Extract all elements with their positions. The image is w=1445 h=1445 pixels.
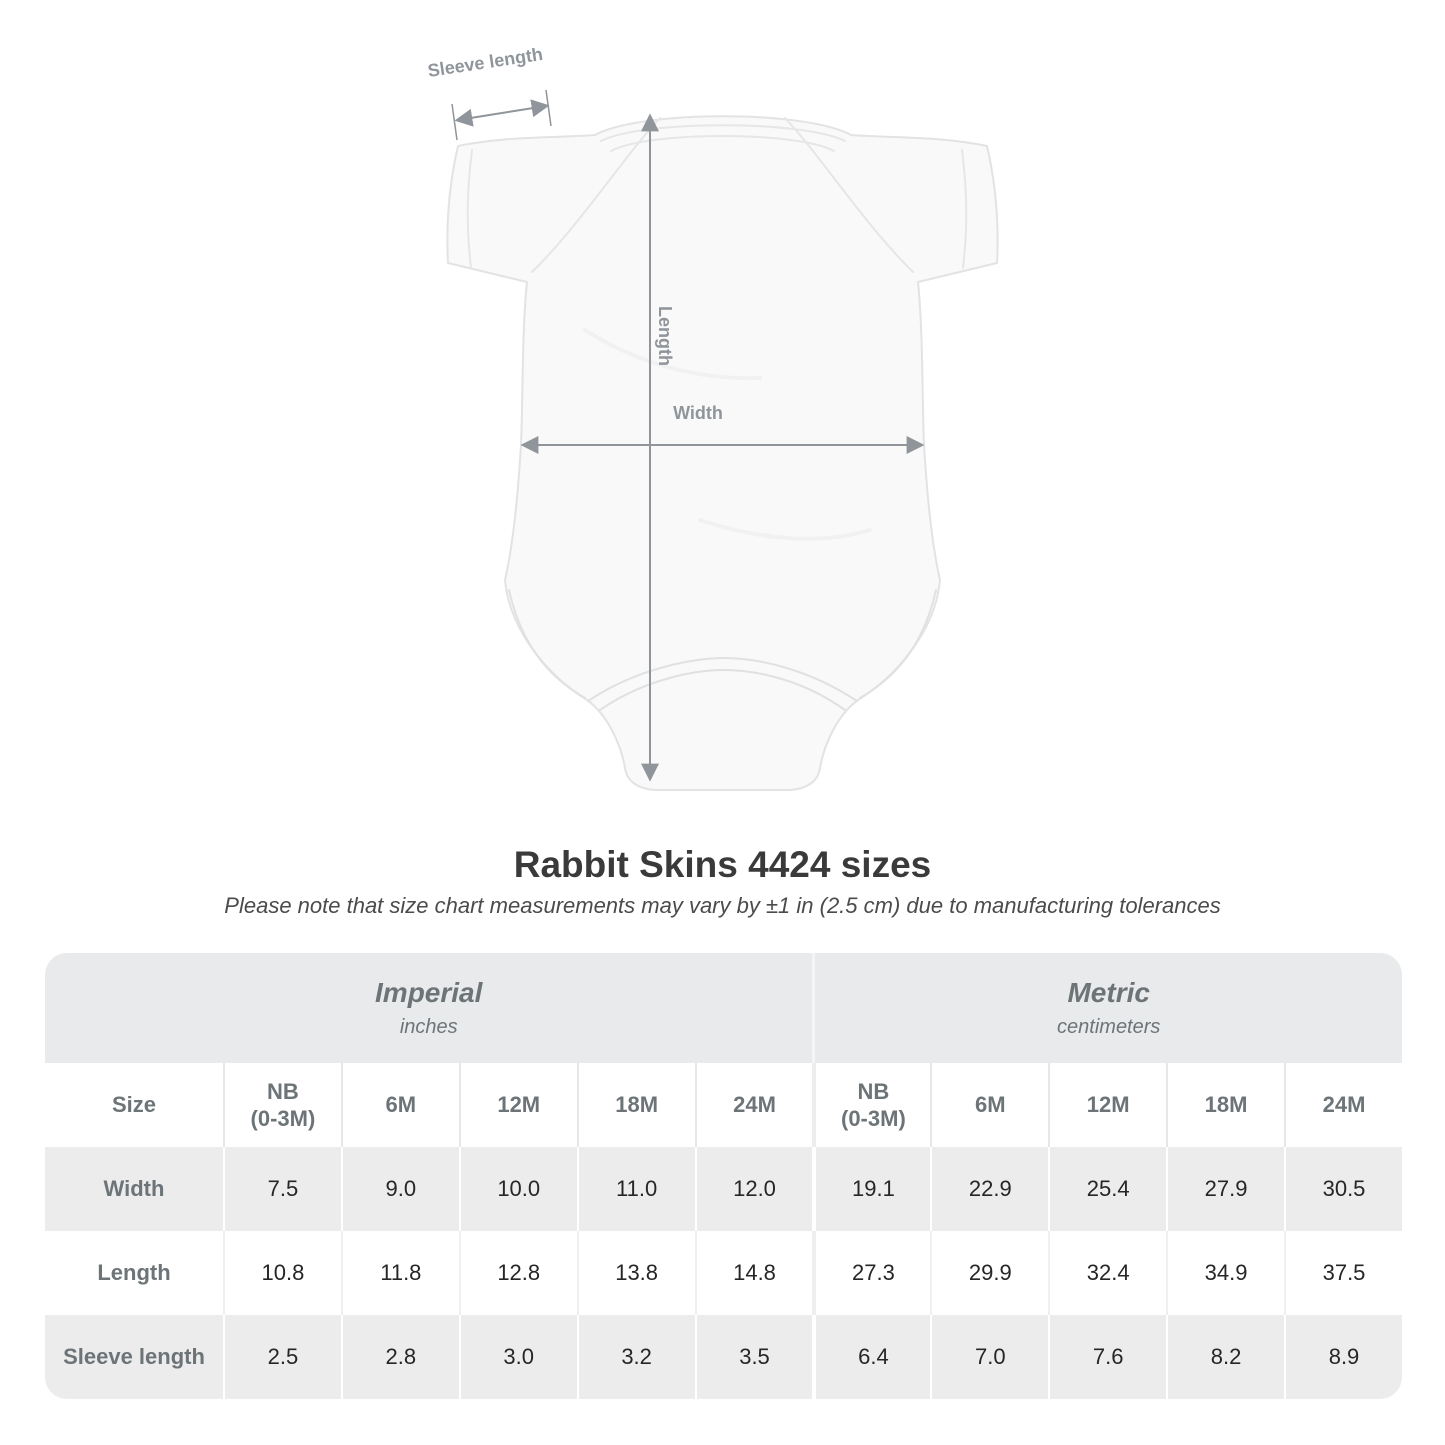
bodysuit-diagram: Sleeve length Length Width (426, 44, 999, 791)
cell-value: 7.6 (1048, 1315, 1167, 1399)
sleeve-length-arrow (454, 99, 550, 127)
cell-value: 34.9 (1166, 1231, 1285, 1315)
bodysuit (446, 115, 999, 791)
imperial-unit: inches (399, 1016, 458, 1038)
cell-value: 37.5 (1284, 1231, 1402, 1315)
left-leg-binding (508, 589, 586, 699)
measurement-arrows (451, 89, 925, 782)
collar-seam (600, 124, 846, 142)
crotch-flap-binding-outer (587, 656, 858, 702)
column-header-row: Size NB (0-3M) 6M 12M 18M 24M NB (0-3M) … (45, 1063, 1402, 1147)
cell-value: 22.9 (930, 1147, 1049, 1231)
imperial-col-nb: NB (0-3M) (223, 1063, 341, 1147)
cell-value: 3.0 (458, 1315, 577, 1399)
size-chart-table: Imperial inches Metric centimeters Size … (45, 953, 1402, 1399)
page-subtitle: Please note that size chart measurements… (224, 893, 1221, 918)
unit-band-row: Imperial inches Metric centimeters (45, 953, 1402, 1063)
right-leg-binding (859, 589, 937, 699)
bodysuit-outline (446, 115, 999, 791)
table-row-sleeve-length: Sleeve length 2.5 2.8 3.0 3.2 3.5 6.4 7.… (45, 1315, 1402, 1399)
imperial-band: Imperial inches (45, 953, 813, 1063)
width-label: Width (673, 403, 723, 423)
right-cuff-seam (961, 149, 968, 269)
table-row-length: Length 10.8 11.8 12.8 13.8 14.8 27.3 29.… (45, 1231, 1402, 1315)
size-column-header: Size (45, 1063, 223, 1147)
cell-value: 6.4 (812, 1315, 931, 1399)
cell-value: 14.8 (694, 1231, 813, 1315)
cell-value: 27.3 (812, 1231, 931, 1315)
metric-col-18m: 18M (1166, 1063, 1285, 1147)
left-cuff-seam (466, 149, 473, 269)
sleeve-arrow-tick-left (451, 103, 458, 141)
metric-col-nb: NB (0-3M) (812, 1063, 931, 1147)
cell-value: 7.5 (223, 1147, 341, 1231)
imperial-col-18m: 18M (576, 1063, 695, 1147)
cell-value: 3.5 (694, 1315, 813, 1399)
length-label: Length (654, 306, 675, 366)
metric-col-12m: 12M (1048, 1063, 1167, 1147)
collar-rib-seam (610, 135, 835, 152)
cell-value: 12.0 (694, 1147, 813, 1231)
cell-value: 7.0 (930, 1315, 1049, 1399)
imperial-col-24m: 24M (694, 1063, 813, 1147)
metric-unit: centimeters (1057, 1016, 1161, 1038)
right-shoulder-flap-seam (784, 117, 914, 273)
table-row-width: Width 7.5 9.0 10.0 11.0 12.0 19.1 22.9 2… (45, 1147, 1402, 1231)
row-label-width: Width (45, 1147, 223, 1231)
cell-value: 19.1 (812, 1147, 931, 1231)
cell-value: 30.5 (1284, 1147, 1402, 1231)
row-label-sleeve-length: Sleeve length (45, 1315, 223, 1399)
row-label-length: Length (45, 1231, 223, 1315)
cell-value: 10.8 (223, 1231, 341, 1315)
cell-value: 8.2 (1166, 1315, 1285, 1399)
imperial-col-6m: 6M (340, 1063, 459, 1147)
cell-value: 27.9 (1166, 1147, 1285, 1231)
imperial-title: Imperial (375, 977, 483, 1008)
fabric-fold (583, 328, 762, 381)
cell-value: 11.8 (340, 1231, 459, 1315)
cell-value: 8.9 (1284, 1315, 1402, 1399)
bodysuit-illustration (446, 89, 999, 791)
fabric-fold (698, 518, 872, 541)
cell-value: 13.8 (576, 1231, 695, 1315)
cell-value: 3.2 (576, 1315, 695, 1399)
cell-value: 9.0 (340, 1147, 459, 1231)
metric-col-24m: 24M (1284, 1063, 1402, 1147)
sleeve-arrow-tick-right (545, 89, 552, 127)
metric-title: Metric (1067, 977, 1150, 1008)
cell-value: 12.8 (458, 1231, 577, 1315)
metric-col-6m: 6M (930, 1063, 1049, 1147)
cell-value: 32.4 (1048, 1231, 1167, 1315)
cell-value: 10.0 (458, 1147, 577, 1231)
page-title: Rabbit Skins 4424 sizes (513, 844, 932, 885)
cell-value: 25.4 (1048, 1147, 1167, 1231)
cell-value: 2.8 (340, 1315, 459, 1399)
metric-band: Metric centimeters (812, 953, 1402, 1063)
cell-value: 2.5 (223, 1315, 341, 1399)
cell-value: 11.0 (576, 1147, 695, 1231)
cell-value: 29.9 (930, 1231, 1049, 1315)
imperial-col-12m: 12M (458, 1063, 577, 1147)
